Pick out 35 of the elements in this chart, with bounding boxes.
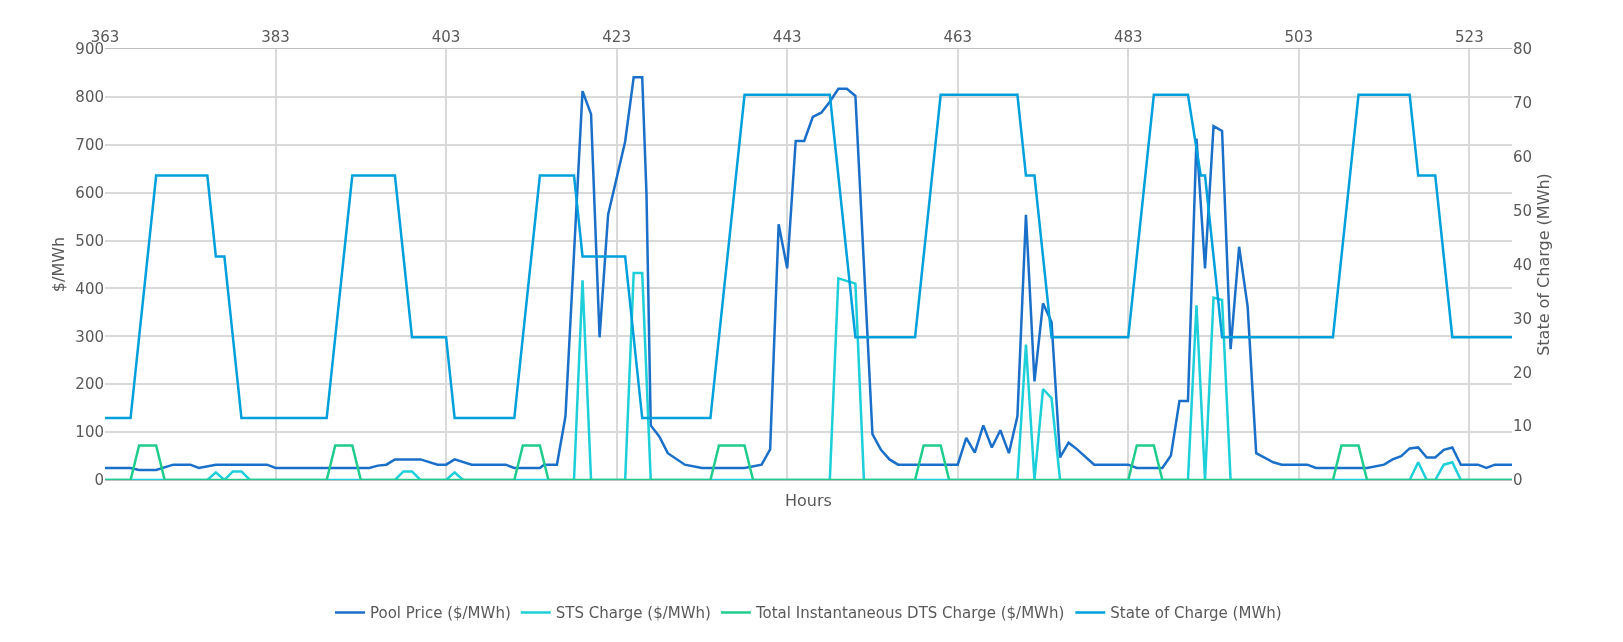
y2-tick-label: 10 (1513, 417, 1533, 436)
line-series (105, 93, 1512, 420)
x-tick-label: 383 (261, 28, 290, 46)
y2-tick-label: 60 (1513, 148, 1533, 166)
legend-label: Pool Price ($/MWh) (370, 604, 511, 623)
y-tick-label: 600 (75, 183, 104, 202)
x-axis-title: Hours (785, 491, 832, 510)
y-tick-label: 700 (75, 136, 104, 155)
y2-tick-label: 40 (1513, 255, 1533, 274)
y2-tick-label: 80 (1513, 40, 1533, 59)
x-tick-label: 463 (943, 28, 973, 46)
legend-label: State of Charge (MWh) (1110, 604, 1282, 623)
legend-label: Total Instantaneous DTS Charge ($/MWh) (754, 604, 1065, 623)
x-tick-label: 483 (1113, 28, 1143, 46)
y-tick-label: 200 (75, 375, 104, 394)
x-tick-label: 503 (1284, 28, 1314, 46)
y-tick-label: 300 (75, 327, 104, 346)
legend-label: STS Charge ($/MWh) (555, 604, 711, 623)
y2-axis-title: State of Charge (MWh) (1533, 173, 1553, 356)
y-tick-label: 500 (75, 231, 104, 250)
y2-tick-label: 0 (1513, 471, 1523, 490)
y-tick-label: 400 (75, 279, 104, 298)
line-series (105, 76, 1512, 472)
y2-tick-label: 20 (1513, 363, 1533, 382)
y-axis-title: $/MWh (49, 236, 69, 293)
y-tick-label: 800 (75, 88, 104, 107)
x-tick-label: 423 (602, 28, 631, 46)
x-tick-label: 403 (431, 28, 461, 46)
y-tick-label: 100 (75, 423, 104, 442)
x-tick-label: 443 (772, 28, 802, 46)
x-tick-label: 523 (1455, 28, 1484, 46)
y-tick-label: 0 (94, 471, 104, 490)
y2-tick-label: 50 (1513, 201, 1533, 220)
y2-tick-label: 70 (1513, 94, 1533, 113)
y2-tick-label: 30 (1513, 309, 1533, 328)
